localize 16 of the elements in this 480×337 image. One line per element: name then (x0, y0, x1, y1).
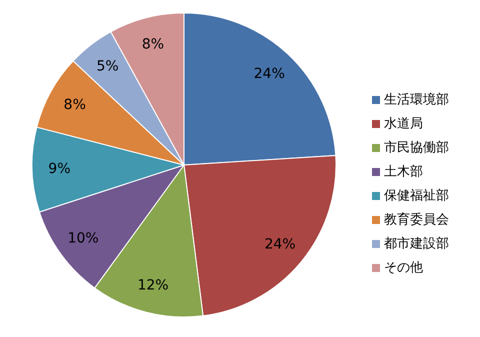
legend-label: 水道局 (384, 116, 423, 132)
legend-label: その他 (384, 260, 423, 276)
legend-label: 市民協働部 (384, 140, 449, 156)
legend-label: 都市建設部 (384, 236, 449, 252)
data-label: 8% (142, 36, 164, 52)
legend-label: 教育委員会 (384, 212, 449, 228)
data-label: 12% (137, 278, 169, 294)
data-label: 9% (48, 160, 71, 177)
data-label: 24% (254, 66, 285, 82)
data-label: 8% (64, 96, 86, 113)
data-label: 24% (264, 236, 296, 252)
data-label: 5% (96, 58, 119, 75)
legend-label: 保健福祉部 (384, 188, 449, 204)
legend-label: 土木部 (384, 164, 423, 180)
legend-label: 生活環境部 (384, 92, 449, 108)
data-label: 10% (68, 230, 99, 246)
